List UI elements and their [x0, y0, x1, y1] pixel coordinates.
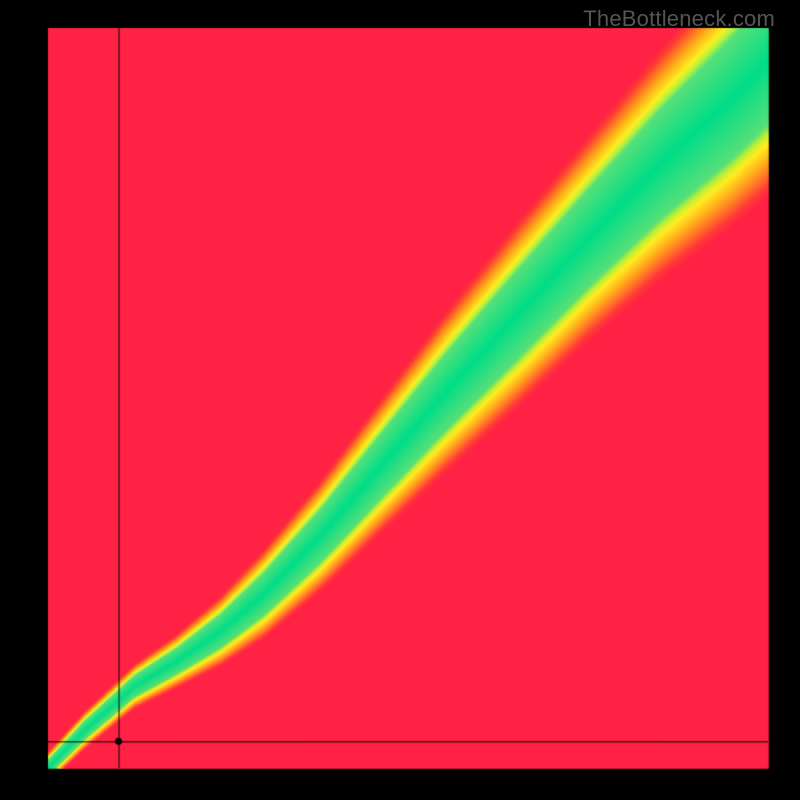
bottleneck-heatmap — [0, 0, 800, 800]
chart-container: { "meta": { "watermark": "TheBottleneck.… — [0, 0, 800, 800]
watermark-text: TheBottleneck.com — [583, 6, 775, 32]
